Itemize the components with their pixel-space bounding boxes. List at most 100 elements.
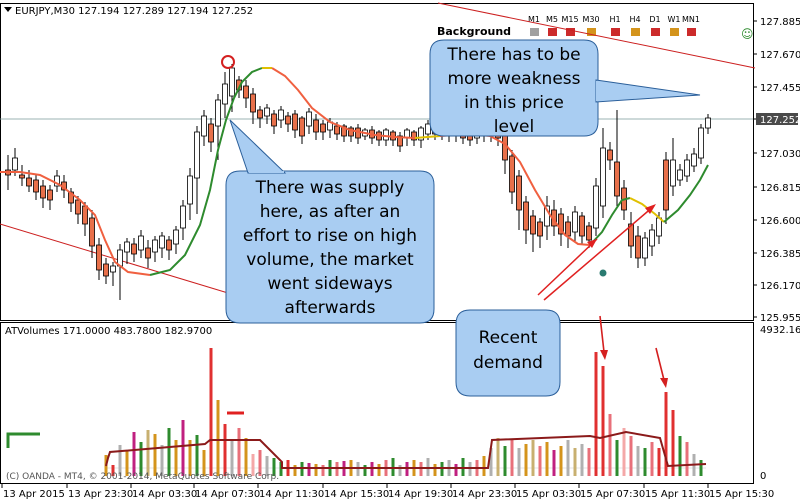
volume-bar[interactable] (265, 456, 269, 476)
candle-body[interactable] (152, 239, 158, 253)
volume-bar[interactable] (524, 444, 528, 476)
volume-bar[interactable] (538, 446, 542, 476)
volume-bar[interactable] (545, 442, 549, 476)
volume-bar[interactable] (230, 440, 234, 476)
candle-body[interactable] (635, 235, 641, 259)
volume-bar[interactable] (146, 430, 150, 476)
candle-body[interactable] (418, 127, 424, 141)
candle-body[interactable] (628, 223, 634, 247)
candle-body[interactable] (96, 244, 102, 271)
volume-bar[interactable] (188, 440, 192, 476)
candle-body[interactable] (292, 113, 298, 131)
volume-bar[interactable] (272, 458, 276, 476)
volume-bar[interactable] (503, 446, 507, 476)
volume-bar[interactable] (587, 448, 591, 476)
candle-body[interactable] (306, 111, 312, 127)
candle-body[interactable] (684, 159, 690, 177)
volume-bar[interactable] (643, 448, 647, 476)
volume-bar[interactable] (321, 465, 325, 476)
volume-bar[interactable] (363, 465, 367, 476)
volume-bar[interactable] (433, 464, 437, 476)
volume-bar[interactable] (496, 438, 500, 476)
volume-bar[interactable] (195, 435, 199, 476)
candle-body[interactable] (544, 205, 550, 227)
candle-body[interactable] (355, 127, 361, 139)
candle-body[interactable] (166, 239, 172, 251)
candle-body[interactable] (82, 205, 88, 225)
candle-body[interactable] (138, 235, 144, 251)
candle-body[interactable] (586, 225, 592, 241)
volume-bar[interactable] (223, 424, 227, 476)
volume-bar[interactable] (629, 436, 633, 476)
candle-body[interactable] (642, 237, 648, 259)
candle-body[interactable] (257, 109, 263, 119)
volume-bar[interactable] (181, 420, 185, 476)
candle-body[interactable] (173, 229, 179, 245)
candle-body[interactable] (124, 241, 130, 253)
weakness-callout[interactable]: There has to be more weakness in this pric… (429, 39, 701, 137)
volume-bar[interactable] (517, 448, 521, 476)
candle-body[interactable] (614, 161, 620, 197)
candle-body[interactable] (243, 85, 249, 99)
candle-body[interactable] (334, 125, 340, 135)
candle-body[interactable] (145, 247, 151, 259)
volume-bar[interactable] (685, 442, 689, 476)
candle-body[interactable] (75, 199, 81, 215)
candle-body[interactable] (33, 179, 39, 193)
candle-body[interactable] (103, 263, 109, 277)
candle-body[interactable] (110, 265, 116, 273)
candle-body[interactable] (649, 229, 655, 247)
candle-body[interactable] (579, 215, 585, 237)
volume-bar[interactable] (573, 448, 577, 476)
candle-body[interactable] (131, 243, 137, 255)
candle-body[interactable] (159, 235, 165, 249)
volume-bar[interactable] (167, 428, 171, 476)
supply-callout[interactable]: There was supply here, as after an effort … (225, 119, 435, 324)
candle-body[interactable] (320, 123, 326, 133)
candle-body[interactable] (54, 175, 60, 187)
volume-bar[interactable] (258, 450, 262, 476)
volume-bar[interactable] (454, 464, 458, 476)
volume-bar[interactable] (111, 465, 115, 476)
candle-body[interactable] (278, 109, 284, 121)
candle-body[interactable] (558, 213, 564, 235)
candle-body[interactable] (425, 123, 431, 135)
high-marker-circle[interactable] (221, 55, 235, 69)
volume-bar[interactable] (664, 392, 668, 476)
volume-bar[interactable] (636, 446, 640, 476)
volume-bar[interactable] (580, 444, 584, 476)
dropdown-triangle-icon[interactable] (4, 7, 12, 12)
volume-bar[interactable] (657, 448, 661, 476)
volume-bar[interactable] (251, 454, 255, 476)
candle-body[interactable] (656, 217, 662, 237)
volume-bar[interactable] (489, 448, 493, 476)
candle-body[interactable] (537, 221, 543, 237)
candle-body[interactable] (180, 205, 186, 229)
candle-body[interactable] (89, 217, 95, 247)
volume-bar[interactable] (202, 450, 206, 476)
volume-bar[interactable] (118, 445, 122, 476)
candle-body[interactable] (502, 135, 508, 161)
volume-bar[interactable] (174, 440, 178, 476)
volume-bar[interactable] (377, 464, 381, 476)
volume-bar[interactable] (482, 456, 486, 476)
candle-body[interactable] (250, 93, 256, 113)
candle-body[interactable] (313, 119, 319, 133)
candle-body[interactable] (194, 131, 200, 179)
volume-bar[interactable] (307, 463, 311, 476)
candle-body[interactable] (68, 191, 74, 204)
candle-body[interactable] (40, 185, 46, 199)
candle-body[interactable] (26, 177, 32, 187)
demand-callout[interactable]: Recent demand (455, 309, 561, 397)
candle-body[interactable] (187, 175, 193, 205)
candle-body[interactable] (677, 169, 683, 181)
candle-body[interactable] (299, 117, 305, 137)
candle-body[interactable] (600, 147, 606, 207)
volume-bar[interactable] (594, 352, 598, 476)
volume-bar[interactable] (552, 450, 556, 476)
candle-body[interactable] (516, 175, 522, 211)
candle-body[interactable] (509, 155, 515, 193)
candle-body[interactable] (530, 215, 536, 235)
volume-bar[interactable] (132, 432, 136, 476)
